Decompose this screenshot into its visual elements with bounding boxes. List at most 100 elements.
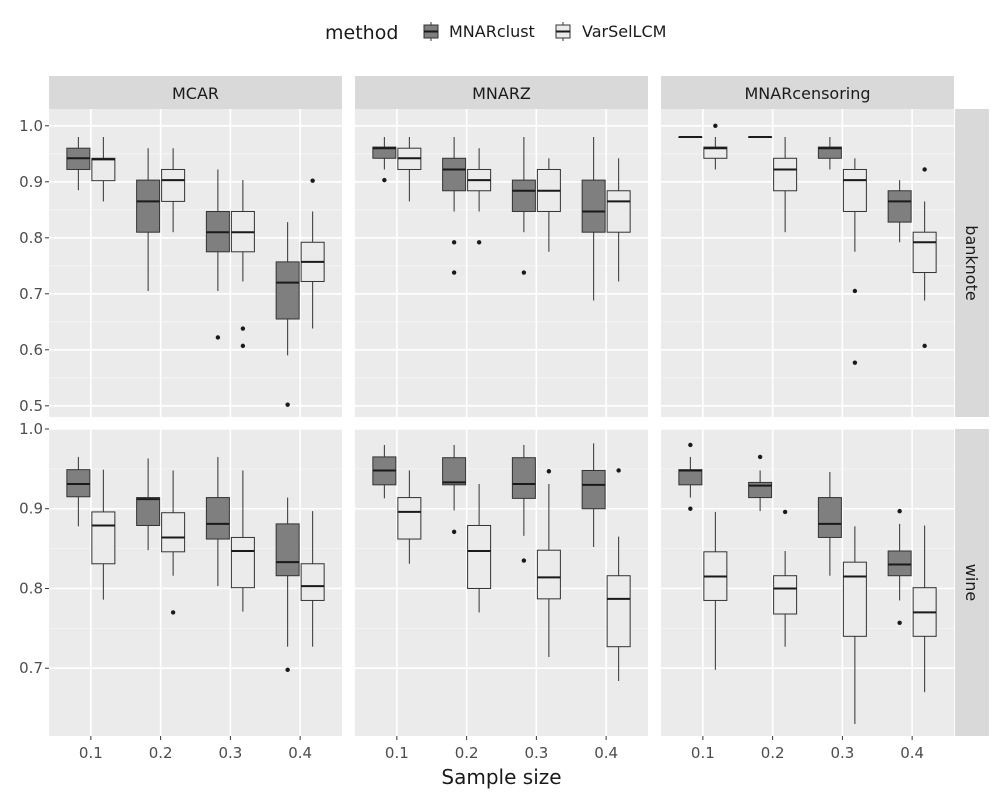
outlier-point	[476, 240, 482, 245]
box-varsellcm-0_2	[773, 137, 798, 233]
box-varsellcm-0_4	[606, 468, 631, 681]
box-body	[442, 457, 467, 486]
box-body	[300, 563, 325, 601]
box-body	[136, 497, 161, 526]
box-varsellcm-0_2	[467, 484, 492, 613]
box-mnarclust-0_4	[581, 137, 606, 301]
box-mnarclust-0_3	[511, 444, 536, 563]
box-varsellcm-0_3	[536, 469, 561, 658]
legend-key-varsellcm	[555, 22, 571, 41]
outlier-point	[688, 506, 693, 511]
box-varsellcm-0_4	[912, 167, 937, 349]
box-mnarclust-0_1	[66, 456, 91, 527]
box-body	[887, 190, 912, 223]
box-varsellcm-0_1	[91, 137, 116, 202]
box-body	[511, 457, 536, 499]
box-body	[842, 168, 867, 212]
plot-panels	[49, 109, 954, 736]
box-mnarclust-0_1	[372, 137, 397, 183]
y-tick-label-wine: 0.7	[19, 659, 43, 677]
legend: method MNARclust VarSelLCM	[325, 22, 666, 44]
box-body	[275, 523, 300, 577]
box-mnarclust-0_1	[372, 444, 397, 499]
box-body	[606, 190, 631, 233]
box-varsellcm-0_1	[703, 123, 728, 170]
box-mnarclust-0_2	[136, 148, 161, 291]
y-tick-label-wine: 1.0	[19, 420, 43, 438]
strip-banknote	[955, 109, 989, 417]
box-mnarclust-0_3	[817, 137, 842, 170]
outlier-point	[170, 610, 176, 615]
outlier-point	[240, 343, 246, 349]
box-mnarclust-0_2	[748, 136, 773, 138]
legend-label-mnarclust: MNARclust	[449, 22, 535, 41]
panel-background	[661, 109, 954, 417]
box-mnarclust-0_4	[887, 508, 912, 625]
box-varsellcm-0_1	[397, 137, 422, 202]
box-mnarclust-0_2	[442, 444, 467, 535]
box-body	[817, 146, 842, 159]
box-mnarclust-0_4	[275, 497, 300, 673]
outlier-point	[451, 240, 457, 245]
strip-label-mnarz: MNARZ	[472, 84, 531, 103]
box-mnarclust-0_3	[205, 169, 230, 340]
box-varsellcm-0_1	[397, 470, 422, 564]
outlier-point	[713, 123, 718, 128]
box-body	[161, 512, 186, 553]
box-body	[773, 575, 798, 615]
box-mnarclust-0_3	[511, 137, 536, 275]
x-tick-label: 0.1	[385, 744, 409, 762]
box-body	[91, 511, 116, 565]
outlier-point	[897, 508, 902, 514]
y-tick-label-wine: 0.9	[19, 500, 43, 518]
outlier-point	[285, 402, 290, 407]
y-tick-label-wine: 0.8	[19, 579, 43, 597]
y-tick-label-banknote: 0.9	[19, 173, 43, 191]
x-tick-label: 0.1	[79, 744, 103, 762]
box-body	[205, 497, 230, 540]
outlier-point	[521, 270, 527, 275]
box-varsellcm-0_4	[606, 158, 631, 282]
outlier-point	[782, 509, 788, 515]
box-body	[887, 550, 912, 577]
x-tick-label: 0.2	[455, 744, 479, 762]
box-varsellcm-0_1	[703, 511, 728, 670]
strip-mnarcensoring	[661, 76, 954, 109]
box-mnarclust-0_1	[66, 137, 91, 191]
legend-title: method	[325, 22, 398, 44]
box-body	[581, 469, 606, 510]
box-mnarclust-0_1	[678, 136, 703, 138]
box-varsellcm-0_4	[300, 511, 325, 647]
x-tick-label: 0.1	[691, 744, 715, 762]
box-body	[817, 497, 842, 538]
outlier-point	[616, 468, 621, 473]
box-varsellcm-0_4	[300, 178, 325, 329]
y-tick-label-banknote: 0.6	[19, 341, 43, 359]
strip-label-banknote: banknote	[962, 225, 981, 300]
box-mnarclust-0_4	[275, 222, 300, 407]
legend-key-mnarclust	[423, 22, 439, 41]
outlier-point	[382, 177, 387, 183]
box-varsellcm-0_1	[91, 469, 116, 600]
outlier-point	[922, 343, 927, 349]
box-body	[442, 157, 467, 192]
x-tick-label: 0.3	[830, 744, 854, 762]
box-varsellcm-0_3	[842, 526, 867, 725]
x-tick-label: 0.3	[524, 744, 548, 762]
outlier-point	[922, 167, 927, 172]
outlier-point	[521, 558, 527, 563]
outlier-point	[215, 335, 221, 340]
outlier-point	[852, 288, 858, 294]
box-mnarclust-0_1	[678, 442, 703, 511]
outlier-point	[451, 529, 457, 535]
box-mnarclust-0_3	[817, 472, 842, 576]
box-mnarclust-0_2	[442, 137, 467, 275]
box-body	[536, 549, 561, 600]
x-tick-label: 0.3	[218, 744, 242, 762]
box-body	[161, 168, 186, 202]
box-varsellcm-0_2	[161, 148, 186, 233]
box-varsellcm-0_3	[536, 158, 561, 252]
panel-wine-mcar	[49, 428, 342, 736]
outlier-point	[310, 178, 315, 183]
